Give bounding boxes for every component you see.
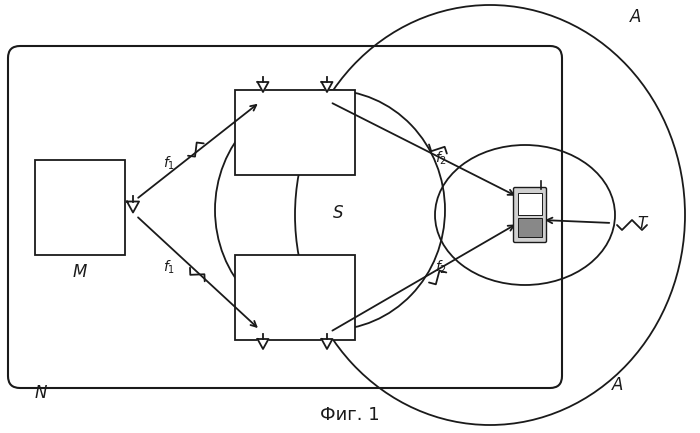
Bar [235,255,355,340]
Text: Фиг. 1: Фиг. 1 [320,406,380,424]
Text: $f_1$: $f_1$ [163,155,175,172]
Text: S: S [332,204,343,222]
Bar [35,160,125,255]
Bar [518,193,542,215]
Polygon shape [321,339,332,349]
Text: $f_1$: $f_1$ [163,259,175,276]
FancyBboxPatch shape [8,46,562,388]
Text: A: A [630,8,641,26]
Polygon shape [321,82,332,92]
Polygon shape [258,339,269,349]
Text: $f_2$: $f_2$ [435,150,447,168]
Bar [518,218,542,237]
Text: $f_2$: $f_2$ [435,259,447,276]
FancyBboxPatch shape [514,187,547,242]
Text: A: A [612,376,624,394]
Text: N: N [35,384,48,402]
Text: M: M [73,263,88,281]
Text: T: T [637,216,646,231]
Bar [235,90,355,175]
Polygon shape [258,82,269,92]
Polygon shape [127,201,139,213]
